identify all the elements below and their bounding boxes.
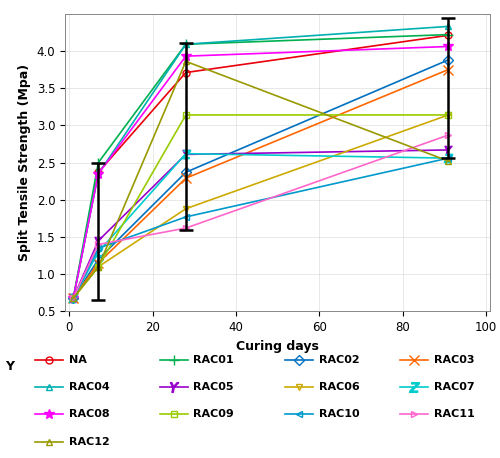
Text: Y: Y bbox=[5, 360, 14, 372]
Text: RAC04: RAC04 bbox=[68, 382, 109, 392]
Line: NA: NA bbox=[70, 32, 452, 301]
Text: RAC11: RAC11 bbox=[434, 409, 474, 420]
Text: RAC02: RAC02 bbox=[318, 354, 359, 365]
RAC04 bbox=[96, 171, 102, 176]
RAC08 bbox=[183, 54, 189, 59]
Text: NA: NA bbox=[68, 354, 86, 365]
RAC06 bbox=[96, 264, 102, 269]
RAC03 bbox=[96, 260, 102, 266]
RAC07 bbox=[96, 249, 102, 255]
Text: RAC10: RAC10 bbox=[318, 409, 359, 420]
RAC06 bbox=[446, 112, 452, 118]
RAC02 bbox=[183, 169, 189, 175]
RAC05 bbox=[70, 295, 76, 301]
Line: RAC09: RAC09 bbox=[70, 111, 452, 301]
RAC05 bbox=[446, 147, 452, 153]
Text: RAC06: RAC06 bbox=[318, 382, 359, 392]
RAC07 bbox=[70, 295, 76, 301]
Line: RAC01: RAC01 bbox=[68, 30, 453, 303]
RAC06 bbox=[70, 295, 76, 301]
RAC05 bbox=[183, 152, 189, 157]
RAC04 bbox=[183, 42, 189, 47]
Line: RAC03: RAC03 bbox=[68, 65, 453, 303]
X-axis label: Curing days: Curing days bbox=[236, 340, 319, 353]
Line: RAC07: RAC07 bbox=[69, 149, 452, 302]
RAC01 bbox=[70, 295, 76, 301]
RAC08 bbox=[446, 44, 452, 49]
RAC10 bbox=[70, 295, 76, 301]
RAC03 bbox=[183, 175, 189, 181]
RAC09 bbox=[70, 295, 76, 301]
RAC08 bbox=[96, 171, 102, 176]
RAC04 bbox=[446, 24, 452, 29]
Line: RAC11: RAC11 bbox=[70, 131, 452, 301]
RAC12 bbox=[70, 295, 76, 301]
Line: RAC08: RAC08 bbox=[68, 42, 453, 303]
RAC09 bbox=[183, 112, 189, 118]
Text: RAC03: RAC03 bbox=[434, 354, 474, 365]
Y-axis label: Split Tensile Strength (Mpa): Split Tensile Strength (Mpa) bbox=[18, 64, 31, 261]
RAC03 bbox=[70, 295, 76, 301]
RAC12 bbox=[183, 59, 189, 64]
Line: RAC06: RAC06 bbox=[70, 111, 452, 301]
Text: RAC09: RAC09 bbox=[194, 409, 234, 420]
RAC10 bbox=[96, 245, 102, 251]
Text: RAC05: RAC05 bbox=[194, 382, 234, 392]
RAC11 bbox=[183, 225, 189, 231]
RAC01 bbox=[446, 32, 452, 38]
RAC02 bbox=[96, 256, 102, 262]
RAC09 bbox=[446, 112, 452, 118]
Text: RAC08: RAC08 bbox=[68, 409, 109, 420]
RAC09 bbox=[96, 264, 102, 269]
RAC01 bbox=[96, 160, 102, 165]
RAC07 bbox=[183, 151, 189, 157]
Line: RAC12: RAC12 bbox=[70, 58, 452, 301]
RAC06 bbox=[183, 206, 189, 212]
RAC03 bbox=[446, 67, 452, 72]
Text: RAC12: RAC12 bbox=[68, 437, 109, 447]
Text: RAC07: RAC07 bbox=[434, 382, 474, 392]
Line: RAC04: RAC04 bbox=[70, 23, 452, 301]
RAC11 bbox=[446, 132, 452, 138]
NA bbox=[70, 295, 76, 301]
RAC12 bbox=[446, 158, 452, 164]
RAC02 bbox=[70, 295, 76, 301]
RAC11 bbox=[96, 242, 102, 247]
RAC02 bbox=[446, 57, 452, 63]
RAC11 bbox=[70, 295, 76, 301]
Text: RAC01: RAC01 bbox=[194, 354, 234, 365]
NA bbox=[96, 169, 102, 175]
Line: RAC02: RAC02 bbox=[70, 56, 452, 301]
NA bbox=[183, 70, 189, 75]
RAC10 bbox=[446, 155, 452, 161]
RAC04 bbox=[70, 295, 76, 301]
RAC08 bbox=[70, 295, 76, 301]
RAC05 bbox=[96, 238, 102, 244]
Line: RAC05: RAC05 bbox=[69, 146, 452, 302]
RAC10 bbox=[183, 214, 189, 220]
RAC07 bbox=[446, 155, 452, 161]
NA bbox=[446, 33, 452, 38]
RAC01 bbox=[183, 42, 189, 47]
Line: RAC10: RAC10 bbox=[70, 155, 452, 301]
RAC12 bbox=[96, 264, 102, 269]
